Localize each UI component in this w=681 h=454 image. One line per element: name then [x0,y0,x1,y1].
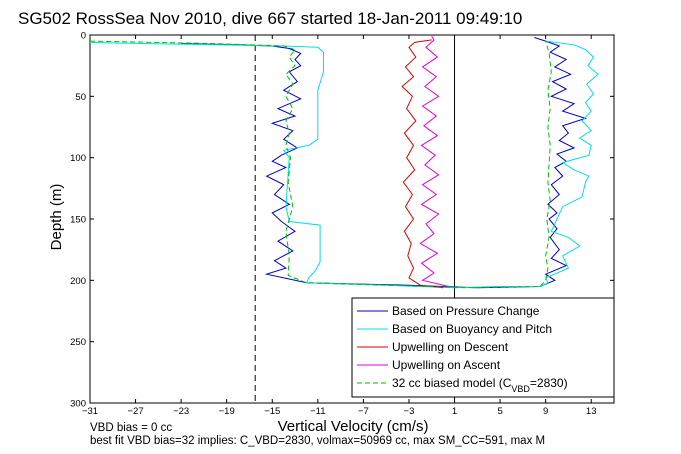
y-tick-label-4: 200 [70,276,86,287]
x-tick-label-9: 5 [497,406,502,417]
x-tick-label-4: −15 [264,406,280,417]
y-tick-label-1: 50 [75,92,86,103]
x-tick-label-7: −3 [404,406,415,417]
series-line-2 [401,39,444,289]
y-tick-label-5: 250 [70,337,86,348]
legend-entries: Based on Pressure Change Based on Buoyanc… [357,304,568,394]
y-axis-label: Depth (m) [48,184,65,251]
legend-label-1: Based on Buoyancy and Pitch [392,322,552,336]
series-line-4 [89,40,552,289]
x-tick-label-8: 1 [452,406,457,417]
y-tick-label-2: 100 [70,153,86,164]
series-layer [89,35,599,289]
y-tick-label-0: 0 [81,31,86,42]
x-tick-label-3: −19 [219,406,235,417]
footer-line-1: VBD bias = 0 cc [90,422,172,434]
x-tick-label-6: −7 [358,406,369,417]
x-axis-label: Vertical Velocity (cm/s) [278,418,429,435]
legend-label-0: Based on Pressure Change [392,304,540,318]
series-line-3 [419,35,449,287]
y-tick-label-3: 150 [70,215,86,226]
legend-label-4: 32 cc biased model (CVBD=2830) [392,376,568,394]
x-tick-label-0: −31 [82,406,98,417]
x-tick-label-5: −11 [310,406,325,417]
footer-line-2: best fit VBD bias=32 implies: C_VBD=2830… [90,435,545,447]
legend: Based on Pressure Change Based on Buoyanc… [351,297,615,398]
x-tick-label-11: 13 [586,406,597,417]
x-tick-label-10: 9 [543,406,548,417]
x-tick-label-1: −27 [128,406,144,417]
legend-box [351,297,615,398]
axis-ticks: −31 −27 −23 −19 −15 −11 −7 −3 1 5 9 130501001502002… [70,31,614,417]
series-line-1 [89,40,599,289]
x-tick-label-2: −23 [173,406,189,417]
chart-title: SG502 RossSea Nov 2010, dive 667 started… [18,9,522,28]
legend-label-3: Upwelling on Ascent [392,358,501,372]
y-tick-label-6: 300 [70,399,86,410]
series-line-0 [181,37,588,289]
legend-label-2: Upwelling on Descent [392,340,509,354]
